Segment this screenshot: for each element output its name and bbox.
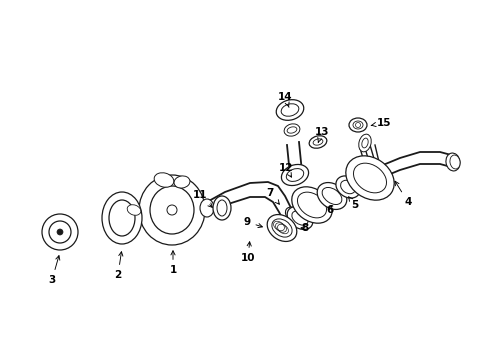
Text: 12: 12	[278, 163, 293, 177]
Text: 3: 3	[48, 256, 60, 285]
Text: 5: 5	[348, 197, 358, 210]
Text: 10: 10	[240, 242, 255, 263]
Ellipse shape	[217, 200, 226, 216]
Ellipse shape	[449, 155, 459, 169]
Ellipse shape	[345, 156, 393, 200]
Ellipse shape	[353, 163, 386, 193]
Ellipse shape	[286, 207, 312, 229]
Text: 1: 1	[169, 251, 176, 275]
Ellipse shape	[285, 168, 303, 181]
Text: 7: 7	[266, 188, 279, 204]
Ellipse shape	[271, 219, 291, 237]
Text: 11: 11	[192, 190, 212, 207]
Ellipse shape	[150, 186, 194, 234]
Ellipse shape	[276, 100, 303, 120]
Ellipse shape	[109, 200, 135, 236]
Ellipse shape	[297, 192, 326, 218]
Ellipse shape	[285, 207, 304, 225]
Ellipse shape	[174, 176, 189, 188]
Ellipse shape	[352, 121, 362, 129]
Ellipse shape	[335, 176, 359, 198]
Ellipse shape	[317, 183, 346, 210]
Ellipse shape	[361, 138, 367, 148]
Ellipse shape	[340, 180, 355, 194]
Ellipse shape	[213, 196, 230, 220]
Circle shape	[355, 122, 360, 127]
Ellipse shape	[348, 118, 366, 132]
Ellipse shape	[291, 187, 331, 223]
Text: 6: 6	[325, 205, 333, 215]
Ellipse shape	[200, 199, 214, 217]
Text: 9: 9	[243, 217, 262, 228]
Text: 15: 15	[370, 118, 390, 128]
Ellipse shape	[281, 104, 298, 116]
Ellipse shape	[291, 211, 307, 225]
Ellipse shape	[312, 139, 322, 145]
Text: 2: 2	[114, 252, 122, 280]
Ellipse shape	[445, 153, 459, 171]
Circle shape	[49, 221, 71, 243]
Circle shape	[42, 214, 78, 250]
Ellipse shape	[139, 175, 204, 245]
Ellipse shape	[127, 205, 141, 215]
Circle shape	[167, 205, 177, 215]
Ellipse shape	[284, 124, 299, 136]
Ellipse shape	[154, 173, 173, 187]
Circle shape	[57, 229, 63, 235]
Text: 13: 13	[314, 127, 328, 143]
Ellipse shape	[266, 215, 296, 242]
Ellipse shape	[358, 134, 370, 152]
Ellipse shape	[281, 165, 308, 185]
Text: 14: 14	[277, 92, 292, 107]
Ellipse shape	[102, 192, 142, 244]
Text: 8: 8	[301, 223, 308, 233]
Text: 4: 4	[394, 181, 411, 207]
Ellipse shape	[322, 188, 341, 204]
Ellipse shape	[286, 127, 296, 133]
Ellipse shape	[308, 136, 326, 148]
